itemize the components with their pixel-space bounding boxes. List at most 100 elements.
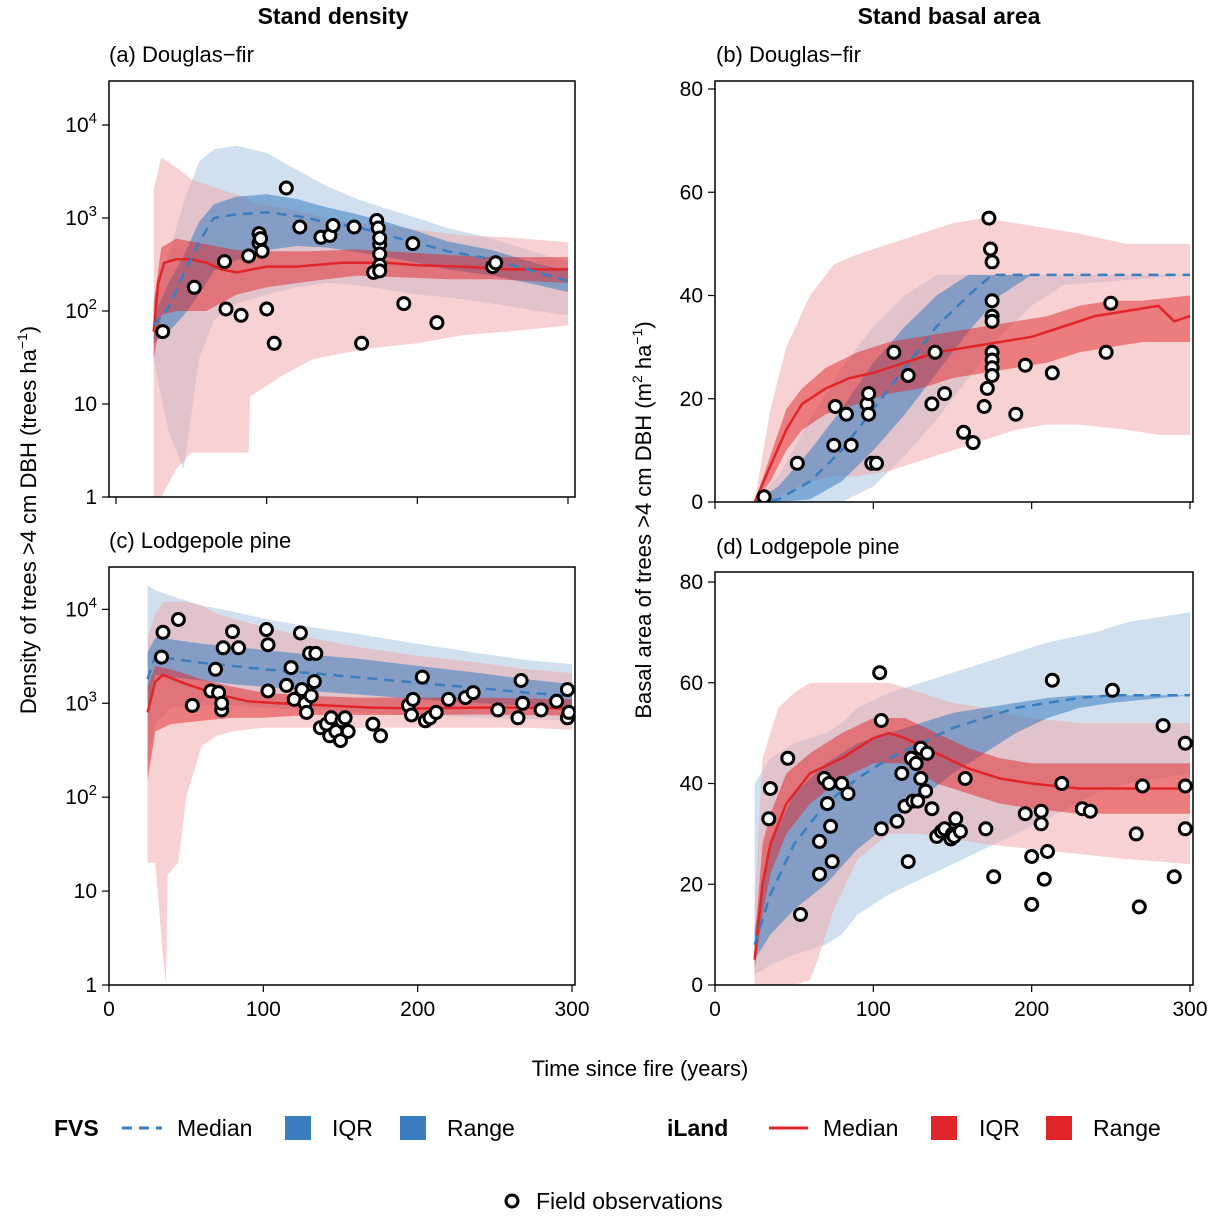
field-observation-point <box>354 335 370 351</box>
field-observation-point <box>225 624 240 640</box>
legend-iland-iqr-swatch <box>931 1116 957 1140</box>
field-observation-point <box>1033 803 1049 819</box>
legend-fvs-range-label: Range <box>447 1115 515 1141</box>
field-observation-point <box>266 335 282 351</box>
field-observation-point <box>1008 406 1024 422</box>
legend-fvs-iqr-label: IQR <box>332 1115 373 1141</box>
plot-frame-c <box>108 566 576 986</box>
panel-d-title: (d) Lodgepole pine <box>716 534 899 559</box>
x-tick-label: 300 <box>1172 998 1207 1021</box>
field-observation-point <box>1128 826 1144 842</box>
field-observation-point <box>948 811 964 827</box>
field-observation-point <box>978 821 994 837</box>
legend-field-label: Field observations <box>536 1188 723 1214</box>
plot-area-c <box>146 585 575 985</box>
y-tick-label: 104 <box>65 594 97 621</box>
field-observation-point <box>981 210 997 226</box>
field-observation-point <box>1044 365 1060 381</box>
plot-frame-a <box>108 80 576 498</box>
y-tick-label: 10 <box>74 880 97 903</box>
field-observation-point <box>253 231 269 247</box>
field-observation-point <box>396 296 412 312</box>
field-observation-point <box>170 612 186 627</box>
y-tick-label: 103 <box>65 203 97 230</box>
field-observation-point <box>834 776 850 791</box>
plot-area-d <box>753 612 1193 985</box>
field-observation-point <box>983 241 998 257</box>
panel-a-title: (a) Douglas−fir <box>109 42 254 67</box>
legend-fvs-median-label: Median <box>177 1115 252 1141</box>
column-title-density: Stand density <box>258 3 409 29</box>
field-observation-point <box>819 796 835 812</box>
legend: FVS Median IQR Range iLand Median IQR Ra… <box>54 1115 1161 1214</box>
field-observation-point <box>1082 803 1098 819</box>
field-observation-point <box>260 637 276 653</box>
field-observation-point <box>780 750 796 766</box>
field-observation-point <box>824 854 840 870</box>
field-observation-point <box>900 368 916 383</box>
field-observation-point <box>789 455 805 471</box>
iland-median-line-b <box>753 304 1191 502</box>
legend-iland-iqr-label: IQR <box>979 1115 1020 1141</box>
field-observation-point <box>299 704 314 720</box>
iland-iqr-band-b <box>754 295 1190 502</box>
field-observation-point <box>861 406 877 422</box>
column-title-basal-area: Stand basal area <box>858 3 1041 29</box>
field-observation-point <box>919 745 935 761</box>
y-tick-label: 0 <box>691 491 703 514</box>
field-observation-point <box>886 344 902 360</box>
iland-median-line-a <box>152 258 568 332</box>
field-observation-point <box>337 710 353 726</box>
field-observation-point <box>1177 821 1193 837</box>
field-observation-point <box>428 704 444 720</box>
field-observation-point <box>869 455 884 471</box>
field-observation-point <box>861 386 877 402</box>
panel-b: 0 20 40 60 80 <box>680 78 1194 514</box>
x-tick-label: 0 <box>709 998 721 1021</box>
field-observation-point <box>979 380 995 396</box>
field-observation-point <box>561 704 575 720</box>
legend-fvs-label: FVS <box>54 1115 99 1141</box>
field-observation-point <box>258 622 274 637</box>
field-observation-point <box>260 683 276 699</box>
field-observation-point <box>365 716 381 732</box>
fvs-median-line-a <box>152 211 569 327</box>
y-tick-label: 102 <box>65 782 97 809</box>
panel-c: 0 100 200 300 1 10 102 103 104 <box>65 566 590 1021</box>
field-observation-point <box>441 691 456 707</box>
field-observation-point <box>490 702 506 718</box>
field-observation-point <box>843 437 859 453</box>
x-tick-label: 0 <box>103 998 115 1021</box>
field-observation-point <box>259 301 275 317</box>
legend-iland-median-label: Median <box>823 1115 898 1141</box>
field-observation-point <box>372 230 388 246</box>
field-observation-point <box>549 693 565 709</box>
field-observation-point <box>533 702 549 718</box>
y-axis-label-basal-area: Basal area of trees >4 cm DBH (m2 ha−1) <box>629 321 656 718</box>
field-observation-point <box>873 713 889 728</box>
field-observation-point <box>208 661 223 677</box>
field-observation-point <box>872 665 888 681</box>
field-observation-point <box>186 279 202 295</box>
y-tick-label: 104 <box>65 110 97 137</box>
field-observation-point <box>918 783 934 799</box>
field-observation-point <box>155 624 171 640</box>
field-observation-point <box>308 645 324 661</box>
field-observation-point <box>927 344 943 360</box>
field-observation-point <box>761 811 777 827</box>
field-observation-point <box>283 660 299 676</box>
field-observation-point <box>1040 844 1055 859</box>
field-observation-point <box>254 243 270 259</box>
field-observation-point <box>292 219 308 235</box>
field-observation-point <box>292 625 308 641</box>
field-observation-point <box>908 755 924 771</box>
y-tick-label: 60 <box>680 181 703 204</box>
field-observation-point <box>325 218 341 233</box>
field-observation-point <box>952 823 968 839</box>
field-observation-point <box>233 307 249 323</box>
field-observation-point <box>900 854 916 870</box>
y-tick-label: 1 <box>85 974 97 997</box>
plot-frame-b <box>714 80 1194 503</box>
legend-fvs-iqr-swatch <box>285 1116 311 1140</box>
field-observation-point <box>510 710 526 726</box>
